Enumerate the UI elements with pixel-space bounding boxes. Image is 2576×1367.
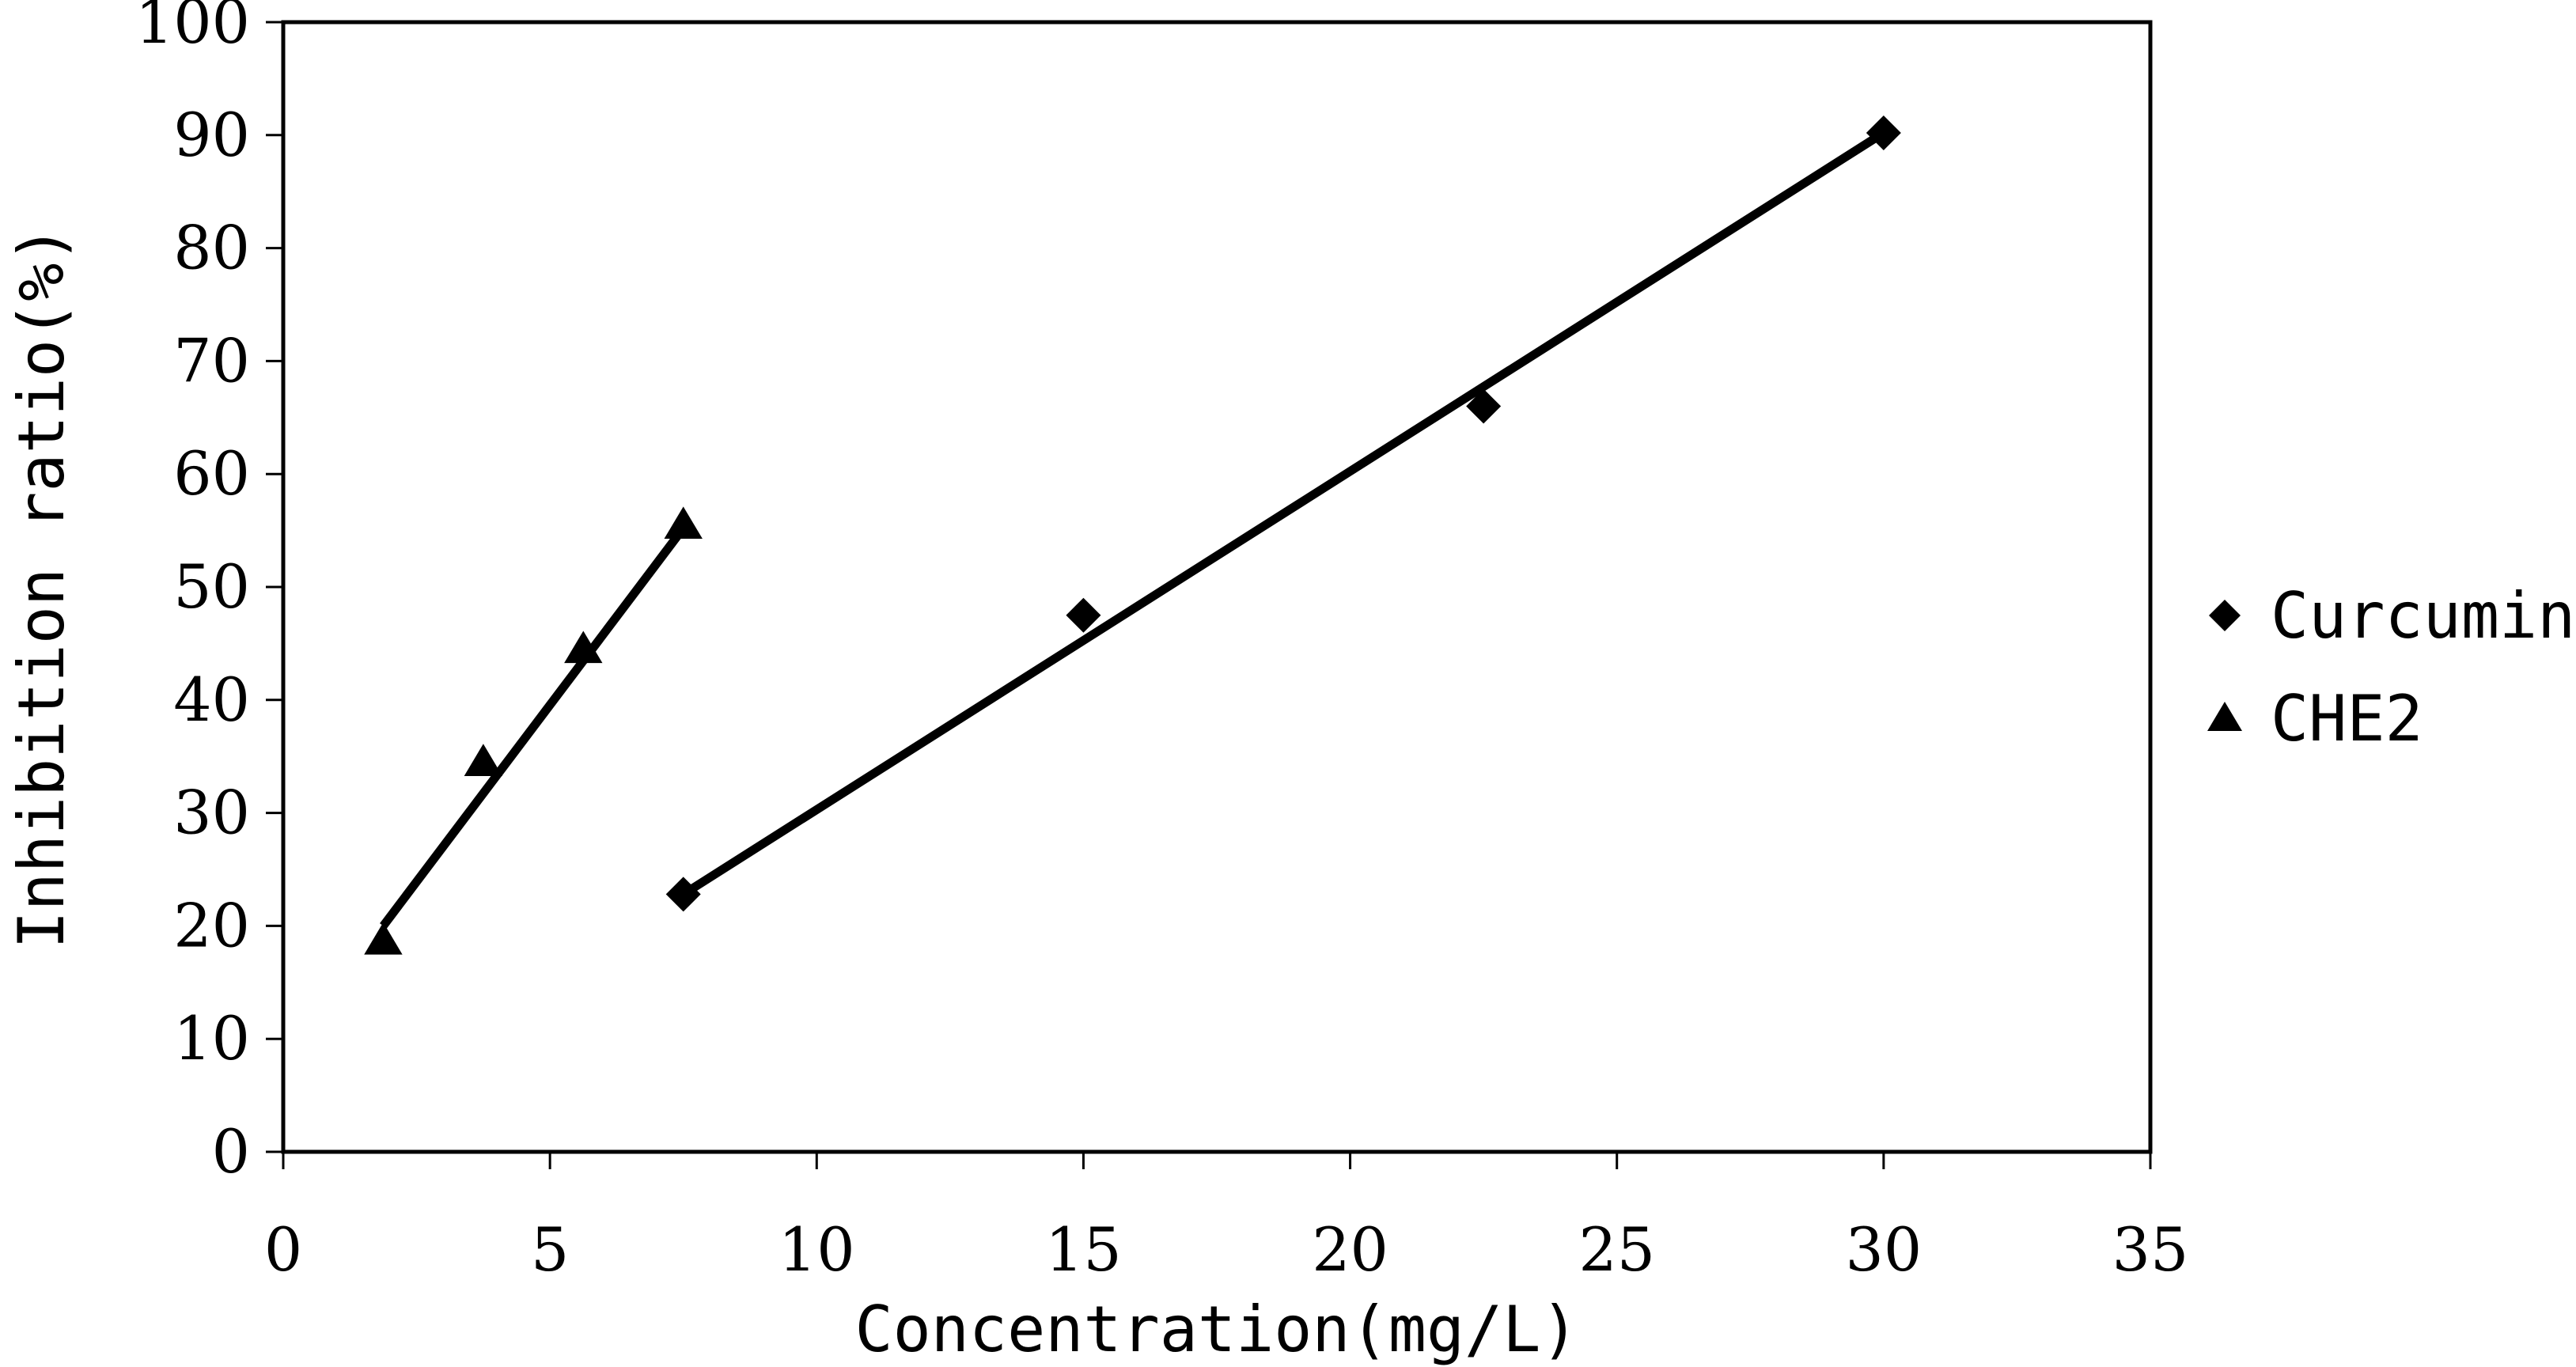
y-tick-label: 40 (173, 665, 250, 735)
plot-area (281, 20, 2153, 1154)
y-tick-label: 60 (173, 438, 250, 509)
point-curcumin (1466, 388, 1502, 424)
data-markers (364, 115, 1901, 955)
legend-label-che2: CHE2 (2271, 682, 2423, 755)
y-tick-label: 50 (173, 551, 250, 622)
point-che2 (664, 506, 703, 540)
trendline-che2 (380, 525, 688, 929)
x-tick-label: 35 (2112, 1214, 2189, 1285)
trendlines (380, 129, 1886, 929)
legend: Curcumin CHE2 (2207, 579, 2575, 755)
point-che2 (464, 744, 503, 776)
x-axis-title: Concentration(mg/L) (854, 1293, 1578, 1366)
point-curcumin (665, 877, 701, 912)
y-axis-ticks: 0 10 20 30 40 50 60 70 80 90 100 (135, 0, 283, 1187)
y-tick-label: 90 (173, 100, 250, 170)
y-tick-label: 10 (173, 1003, 250, 1074)
y-tick-label: 30 (173, 778, 250, 848)
x-axis-ticks: 0 5 10 15 20 25 30 35 (264, 1152, 2189, 1285)
legend-label-curcumin: Curcumin (2271, 579, 2575, 653)
x-tick-label: 0 (264, 1214, 302, 1285)
y-tick-label: 100 (135, 0, 250, 57)
x-tick-label: 10 (778, 1214, 855, 1285)
y-tick-label: 70 (173, 325, 250, 396)
x-tick-label: 5 (531, 1214, 569, 1285)
point-che2 (364, 922, 403, 955)
y-tick-label: 20 (173, 890, 250, 960)
point-che2 (564, 630, 603, 664)
x-tick-label: 25 (1578, 1214, 1655, 1285)
x-tick-label: 30 (1845, 1214, 1922, 1285)
y-axis-title: Inhibition ratio(%) (5, 225, 78, 949)
legend-marker-curcumin (2209, 600, 2241, 631)
y-tick-label: 80 (173, 213, 250, 283)
point-curcumin (1866, 115, 1901, 150)
x-tick-label: 20 (1312, 1214, 1388, 1285)
x-tick-label: 15 (1045, 1214, 1122, 1285)
y-tick-label: 0 (212, 1116, 250, 1187)
trendline-curcumin (680, 129, 1886, 899)
point-curcumin (1066, 597, 1101, 633)
legend-marker-che2 (2207, 702, 2242, 731)
